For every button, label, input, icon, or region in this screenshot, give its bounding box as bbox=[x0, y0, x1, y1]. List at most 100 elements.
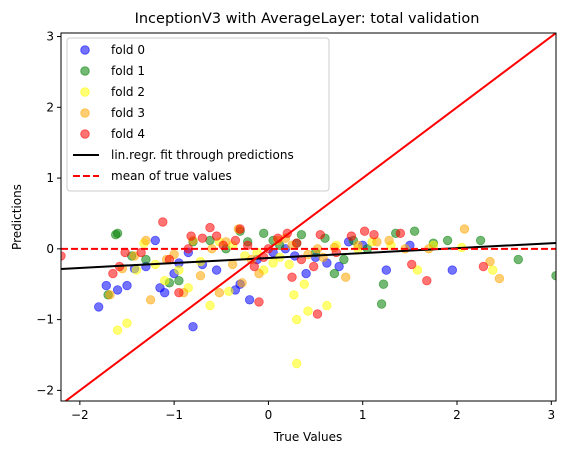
scatter-point-fold-4 bbox=[108, 268, 118, 279]
scatter-point-fold-3 bbox=[459, 224, 470, 234]
data-layer bbox=[61, 33, 556, 401]
scatter-point-fold-1 bbox=[174, 276, 184, 286]
scatter-point-fold-3 bbox=[485, 256, 495, 267]
legend-marker bbox=[80, 66, 90, 76]
legend-label: fold 0 bbox=[111, 43, 145, 57]
y-tick-label: 3 bbox=[46, 30, 54, 44]
scatter-point-fold-3 bbox=[145, 295, 156, 305]
scatter-point-fold-0 bbox=[93, 302, 104, 312]
scatter-point-fold-3 bbox=[105, 290, 115, 300]
scatter-point-fold-2 bbox=[284, 259, 294, 270]
scatter-point-fold-2 bbox=[205, 300, 215, 311]
scatter-point-fold-0 bbox=[122, 280, 132, 291]
scatter-point-fold-4 bbox=[230, 235, 241, 246]
scatter-point-fold-3 bbox=[254, 268, 264, 279]
legend-label: lin.regr. fit through predictions bbox=[111, 148, 294, 162]
scatter-point-fold-1 bbox=[259, 228, 269, 239]
scatter-point-fold-0 bbox=[447, 265, 458, 275]
scatter-point-fold-3 bbox=[384, 235, 394, 246]
legend-label: fold 3 bbox=[111, 106, 145, 120]
scatter-point-fold-1 bbox=[513, 254, 524, 265]
legend-box bbox=[66, 37, 330, 192]
legend-marker bbox=[80, 45, 90, 55]
scatter-point-fold-4 bbox=[174, 288, 184, 298]
scatter-point-fold-4 bbox=[197, 233, 208, 243]
scatter-point-fold-0 bbox=[334, 261, 344, 272]
x-tick-label: 3 bbox=[547, 408, 555, 422]
legend-label: fold 4 bbox=[111, 127, 145, 141]
scatter-point-fold-4 bbox=[407, 259, 417, 270]
scatter-point-fold-1 bbox=[376, 299, 387, 309]
legend-marker bbox=[80, 87, 90, 97]
scatter-point-fold-1 bbox=[475, 235, 486, 246]
scatter-point-fold-3 bbox=[227, 259, 238, 270]
scatter-point-fold-2 bbox=[112, 325, 123, 335]
chart-title: InceptionV3 with AverageLayer: total val… bbox=[135, 11, 480, 27]
scatter-point-fold-4 bbox=[287, 272, 297, 282]
scatter-point-fold-1 bbox=[296, 229, 307, 240]
scatter-point-fold-2 bbox=[174, 265, 184, 275]
identity-line bbox=[64, 33, 556, 401]
scatter-point-fold-2 bbox=[131, 265, 142, 275]
scatter-point-fold-1 bbox=[378, 279, 389, 289]
y-tick-label: 1 bbox=[46, 171, 54, 185]
legend: fold 0 fold 1 fold 2 fold 3 fold 4 lin.regr. … bbox=[66, 37, 330, 192]
scatter-point-fold-4 bbox=[254, 297, 264, 307]
scatter-point-fold-0 bbox=[150, 235, 161, 246]
scatter-point-fold-4 bbox=[205, 222, 215, 233]
legend-marker bbox=[80, 108, 90, 118]
scatter-point-fold-3 bbox=[494, 273, 505, 284]
legend-marker bbox=[80, 129, 90, 139]
y-tick-label: 0 bbox=[46, 242, 54, 256]
x-tick-label: 1 bbox=[359, 408, 367, 422]
scatter-point-fold-4 bbox=[312, 309, 323, 319]
y-tick-label: 2 bbox=[46, 100, 54, 114]
x-tick-label: 2 bbox=[453, 408, 461, 422]
scatter-point-fold-0 bbox=[188, 322, 198, 332]
x-tick-label: 0 bbox=[265, 408, 273, 422]
scatter-point-fold-4 bbox=[211, 231, 222, 241]
axes-frame bbox=[60, 32, 557, 402]
scatter-point-fold-3 bbox=[237, 278, 247, 288]
scatter-point-fold-0 bbox=[381, 265, 392, 275]
legend-label: fold 1 bbox=[111, 64, 145, 78]
regression-line bbox=[61, 241, 556, 270]
scatter-point-fold-2 bbox=[224, 286, 234, 297]
legend-label: fold 2 bbox=[111, 85, 145, 99]
scatter-point-fold-0 bbox=[101, 280, 112, 291]
x-tick-label: −1 bbox=[165, 408, 183, 422]
scatter-point-fold-4 bbox=[478, 261, 489, 272]
scatter-point-fold-4 bbox=[292, 238, 302, 248]
scatter-point-fold-2 bbox=[322, 300, 332, 311]
scatter-point-fold-4 bbox=[346, 231, 357, 241]
legend-label: mean of true values bbox=[111, 169, 232, 183]
scatter-point-fold-1 bbox=[442, 235, 453, 246]
scatter-point-fold-0 bbox=[112, 285, 123, 295]
scatter-point-fold-1 bbox=[551, 271, 556, 281]
scatter-point-fold-4 bbox=[249, 261, 260, 272]
y-tick-label: −2 bbox=[36, 383, 54, 397]
scatter-point-fold-3 bbox=[214, 288, 225, 298]
scatter-point-fold-4 bbox=[422, 276, 432, 286]
scatter-point-fold-4 bbox=[395, 228, 406, 239]
scatter-point-fold-4 bbox=[369, 229, 379, 240]
scatter-point-fold-0 bbox=[301, 268, 311, 279]
x-axis-title: True Values bbox=[273, 430, 343, 444]
x-tick-label: −2 bbox=[71, 408, 89, 422]
scatter-point-fold-4 bbox=[315, 229, 326, 240]
scatter-point-fold-4 bbox=[158, 217, 168, 227]
scatter-point-fold-2 bbox=[292, 358, 302, 369]
scatter-point-fold-2 bbox=[292, 314, 302, 325]
scatter-point-fold-4 bbox=[186, 231, 196, 241]
scatter-point-fold-2 bbox=[122, 318, 132, 328]
scatter-point-fold-2 bbox=[488, 265, 498, 275]
scatter-point-fold-4 bbox=[235, 224, 245, 234]
plot-area: −2 −1 0 1 2 3 −2 −1 0 1 2 3 bbox=[36, 30, 557, 422]
scatter-point-fold-2 bbox=[159, 276, 170, 286]
scatter-point-fold-1 bbox=[339, 254, 349, 265]
scatter-point-fold-4 bbox=[309, 261, 319, 272]
scatter-point-fold-4 bbox=[359, 226, 370, 236]
scatter-point-fold-1 bbox=[112, 228, 123, 239]
scatter-point-fold-3 bbox=[341, 272, 351, 282]
